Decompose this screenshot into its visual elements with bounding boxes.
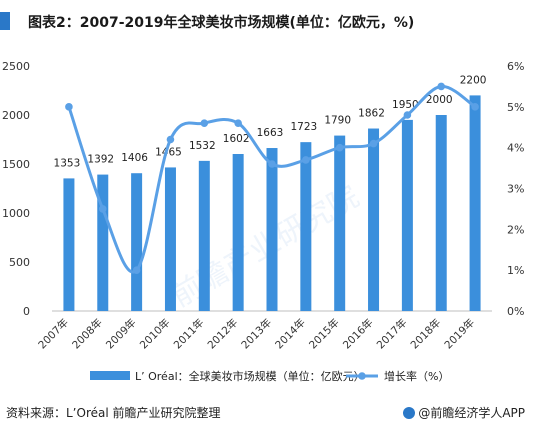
bar xyxy=(469,95,481,312)
brand-logo-icon xyxy=(403,406,416,419)
legend-bar-swatch xyxy=(90,371,130,380)
bar-value-label: 2000 xyxy=(426,94,453,106)
x-tick-label: 2011年 xyxy=(171,316,207,352)
x-tick-label: 2012年 xyxy=(205,316,241,352)
x-tick-label: 2016年 xyxy=(340,316,376,352)
bar xyxy=(300,142,312,311)
bar-value-label: 1663 xyxy=(257,127,284,139)
bar-value-label: 1602 xyxy=(223,133,250,145)
bar-value-label: 1532 xyxy=(189,140,216,152)
bar-value-label: 1723 xyxy=(290,121,317,133)
y-left-tick-label: 0 xyxy=(23,305,30,318)
bar-value-label: 1950 xyxy=(392,99,419,111)
y-left-tick-label: 1000 xyxy=(2,207,30,220)
chart-title: 图表2：2007-2019年全球美妆市场规模(单位：亿欧元，%) xyxy=(28,15,415,31)
bar-value-label: 1406 xyxy=(121,152,148,164)
bar-value-label: 1790 xyxy=(324,115,351,127)
y-right-tick-label: 3% xyxy=(507,183,524,196)
x-tick-label: 2007年 xyxy=(36,316,72,352)
bar-value-label: 1465 xyxy=(155,146,182,158)
growth-rate-point xyxy=(369,139,378,148)
bar-value-label: 2200 xyxy=(460,74,487,86)
growth-rate-point xyxy=(335,143,344,152)
bar xyxy=(164,167,176,311)
growth-rate-point xyxy=(166,135,175,144)
bar-value-label: 1353 xyxy=(54,157,81,169)
bar xyxy=(435,115,447,311)
x-tick-label: 2015年 xyxy=(306,316,342,352)
bar xyxy=(97,174,109,311)
x-tick-label: 2008年 xyxy=(69,316,105,352)
bar xyxy=(198,160,210,311)
bar xyxy=(368,128,380,311)
bar xyxy=(63,178,75,311)
growth-rate-point xyxy=(132,266,141,274)
x-tick-label: 2009年 xyxy=(103,316,139,352)
y-left-tick-label: 1500 xyxy=(2,158,30,171)
x-tick-label: 2017年 xyxy=(374,316,410,352)
y-right-tick-label: 0% xyxy=(507,305,524,318)
brand-label: @前瞻经济学人APP xyxy=(418,406,525,420)
chart-canvas: 前瞻产业研究院 050010001500200025000%1%2%3%4%5%… xyxy=(2,60,524,383)
growth-rate-point xyxy=(403,111,412,119)
legend-line-marker xyxy=(358,372,366,380)
legend-bar-label: L’ Oréal：全球美妆市场规模（单位：亿欧元） xyxy=(135,369,365,383)
growth-rate-point xyxy=(98,205,107,213)
bar xyxy=(232,154,244,311)
brand-credit: @前瞻经济学人APP xyxy=(403,404,525,421)
bar xyxy=(266,148,278,311)
y-left-tick-label: 2000 xyxy=(2,109,30,122)
bar-value-label: 1392 xyxy=(87,154,114,166)
title-accent-bar xyxy=(0,12,10,30)
growth-rate-point xyxy=(234,119,242,127)
source-note: 资料来源：L’Oréal 前瞻产业研究院整理 xyxy=(6,406,221,420)
bar xyxy=(334,135,346,311)
y-right-tick-label: 6% xyxy=(507,60,524,73)
y-left-tick-label: 2500 xyxy=(2,60,30,73)
growth-rate-point xyxy=(471,103,479,111)
x-tick-label: 2018年 xyxy=(408,316,444,352)
x-tick-label: 2019年 xyxy=(442,316,478,352)
y-right-tick-label: 5% xyxy=(507,101,524,114)
x-tick-label: 2013年 xyxy=(239,316,275,352)
bar xyxy=(131,173,143,311)
bar xyxy=(401,119,413,312)
x-tick-label: 2014年 xyxy=(272,316,308,352)
growth-rate-point xyxy=(302,156,310,164)
y-right-tick-label: 1% xyxy=(507,264,524,277)
bar-value-label: 1862 xyxy=(358,108,385,120)
growth-rate-point xyxy=(200,119,209,127)
growth-rate-point xyxy=(268,160,276,168)
growth-rate-point xyxy=(437,82,446,91)
y-right-tick-label: 4% xyxy=(507,142,524,155)
y-right-tick-label: 2% xyxy=(507,223,524,236)
x-tick-label: 2010年 xyxy=(137,316,173,352)
growth-rate-point xyxy=(65,103,73,111)
y-left-tick-label: 500 xyxy=(9,256,30,269)
legend-line-label: 增长率（%） xyxy=(384,369,449,383)
